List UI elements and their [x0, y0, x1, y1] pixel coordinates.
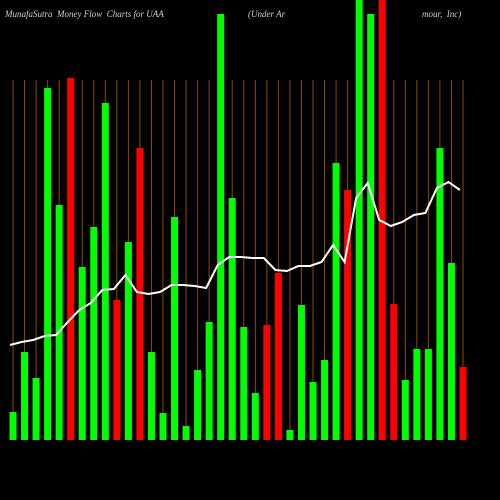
- bar: [90, 227, 98, 440]
- bar: [436, 148, 444, 440]
- bar: [136, 148, 144, 440]
- bar: [217, 14, 225, 440]
- bar: [459, 367, 467, 440]
- bar: [274, 273, 282, 440]
- bar: [355, 0, 363, 440]
- bar: [321, 360, 329, 440]
- bar: [159, 413, 167, 440]
- bar: [424, 349, 432, 440]
- bar: [367, 14, 375, 440]
- bar: [344, 190, 352, 440]
- bar: [286, 430, 294, 440]
- bar: [228, 198, 236, 440]
- bar: [21, 352, 29, 440]
- bar: [44, 88, 52, 440]
- bar: [413, 349, 421, 440]
- bar: [251, 393, 259, 440]
- bar: [67, 78, 75, 440]
- bar: [55, 205, 63, 440]
- bar: [182, 426, 190, 440]
- flow-line: [9, 180, 461, 346]
- bar: [447, 263, 455, 440]
- bar: [390, 304, 398, 440]
- bar: [147, 352, 155, 440]
- chart-subtitle: mour, Inc): [422, 9, 461, 19]
- bar: [78, 267, 86, 440]
- bar: [101, 103, 109, 440]
- bar: [401, 380, 409, 440]
- bar: [32, 378, 40, 440]
- bar: [124, 242, 132, 440]
- bar: [194, 370, 202, 440]
- bar: [309, 382, 317, 440]
- bar: [9, 412, 17, 440]
- bar: [113, 300, 121, 440]
- bar: [171, 217, 179, 440]
- bar: [332, 163, 340, 440]
- chart-subtitle: (Under Ar: [248, 9, 286, 19]
- bar: [263, 325, 271, 440]
- chart-title: MunafaSutra Money Flow Charts for UAA: [4, 9, 164, 19]
- bar: [240, 327, 248, 440]
- bar: [297, 305, 305, 440]
- bar: [205, 322, 213, 440]
- bar: [378, 0, 386, 440]
